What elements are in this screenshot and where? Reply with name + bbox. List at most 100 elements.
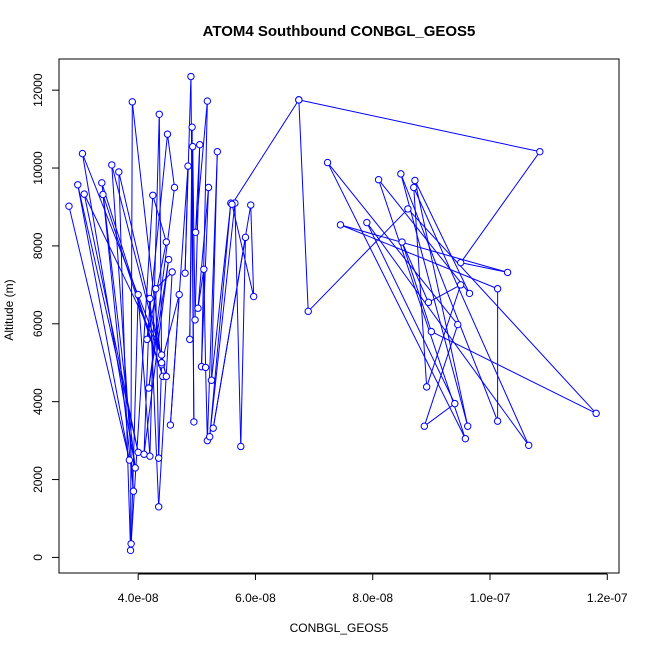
series-segment [250,205,255,297]
series-segment [210,203,232,381]
data-point [127,540,135,548]
series-segment [155,271,173,290]
series-segment [81,153,136,468]
data-point [186,335,194,344]
data-point [464,422,472,430]
series-lines [68,76,597,551]
y-tick-label: 0 [31,554,45,561]
series-segment [210,151,218,381]
data-point [126,546,135,555]
series-segment [340,224,498,290]
series-segment [118,171,132,551]
series-segment [401,241,432,332]
series-segment [130,101,133,551]
x-axis-label: CONBGL_GEOS5 [290,621,389,635]
data-point [163,130,172,138]
series-segment [148,259,170,389]
data-point [157,359,166,367]
series-segment [149,298,160,507]
y-tick-label: 10000 [31,151,45,185]
data-point [162,372,171,381]
series-segment [197,269,205,309]
series-segment [111,164,134,492]
series-segment [378,179,470,294]
data-point [398,238,406,246]
data-point [146,294,154,303]
data-point [592,409,600,418]
data-point [145,384,153,392]
series-segment [401,241,429,303]
data-point [536,147,544,156]
data-point [170,183,179,192]
series-segment [143,298,151,455]
data-point [131,464,139,472]
data-point [203,97,212,105]
y-tick-label: 6000 [31,310,45,337]
series-segment [111,164,167,377]
data-point [175,290,183,299]
series-segment [407,208,597,414]
series-segment [197,187,210,309]
series-segment [77,184,130,461]
series-points [65,72,600,555]
data-point [164,255,173,264]
data-point [143,335,151,344]
data-point [237,442,245,451]
y-axis-label: Altitude (m) [2,279,16,340]
series-segment [460,262,508,273]
series-segment [327,162,466,439]
data-point [411,176,419,185]
data-point [140,450,148,458]
data-point [99,190,107,199]
data-point [228,200,236,208]
series-segment [424,403,456,427]
data-point [155,110,163,118]
series-segment [298,99,540,153]
data-point [363,218,371,227]
series-segment [148,187,176,389]
series-segment [102,194,134,492]
data-point [74,181,82,189]
data-point [410,183,418,192]
data-point [461,434,470,443]
data-point [295,96,303,104]
series-segment [231,99,300,205]
x-tick-label: 6.0e-08 [235,591,276,605]
series-segment [205,367,208,441]
data-point [304,307,312,316]
series-segment [414,180,470,294]
series-segment [130,294,139,544]
series-segment [460,151,541,263]
series-segment [209,203,236,437]
data-point [465,289,474,298]
data-point [80,190,88,198]
data-point [115,168,123,176]
series-segment [307,208,409,312]
series-segment [158,271,173,507]
series-segment [428,284,461,303]
data-point [184,162,192,170]
series-segment [68,206,130,461]
series-segment [195,101,208,233]
series-segment [130,195,154,544]
data-point [249,292,258,301]
data-point [188,142,197,151]
data-point [200,265,208,273]
data-point [65,202,73,210]
y-tick-label: 2000 [31,466,45,493]
data-point [427,327,436,336]
data-point [456,258,465,267]
data-point [149,191,157,199]
y-axis: 0 2000 4000 6000 8000 10000 12000 [31,73,60,561]
series-segment [155,288,160,459]
data-point [422,383,431,391]
data-point [493,285,502,293]
data-point [397,170,405,178]
series-segment [234,203,242,447]
chart-title: ATOM4 Southbound CONBGL_GEOS5 [203,23,476,40]
series-segment [400,173,469,427]
series-segment [340,224,508,273]
series-segment [161,294,180,363]
data-point [190,418,198,426]
